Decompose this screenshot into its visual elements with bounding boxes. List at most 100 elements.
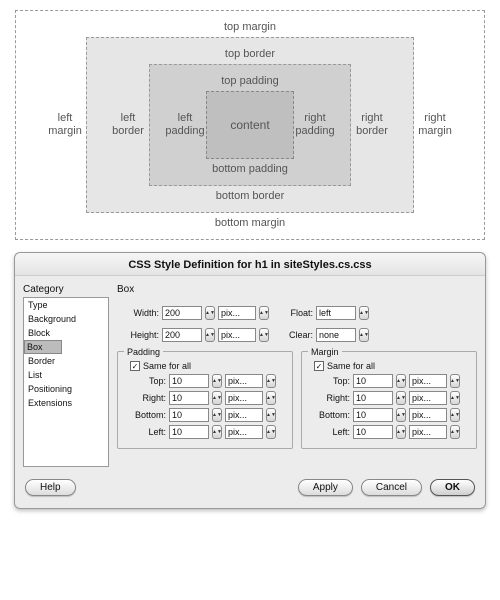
cat-item-background[interactable]: Background — [24, 312, 108, 326]
mar-top-input[interactable]: 10 — [353, 374, 393, 388]
mar-top-label: Top: — [308, 376, 350, 386]
margin-fieldset: Margin ✓ Same for all Top:10▲▼pix...▲▼ R… — [301, 351, 477, 449]
mar-right-label: Right: — [308, 393, 350, 403]
cancel-button[interactable]: Cancel — [361, 479, 422, 496]
label-left-padding: left padding — [164, 112, 206, 138]
mar-left-unit[interactable]: pix... — [409, 425, 447, 439]
pad-bottom-input[interactable]: 10 — [169, 408, 209, 422]
pad-left-label: Left: — [124, 427, 166, 437]
width-input[interactable]: 200 — [162, 306, 202, 320]
dialog-title: CSS Style Definition for h1 in siteStyle… — [15, 253, 485, 276]
label-right-padding: right padding — [294, 112, 336, 138]
cat-item-list[interactable]: List — [24, 368, 108, 382]
margin-same-checkbox[interactable]: ✓ — [314, 361, 324, 371]
label-top-border: top border — [107, 44, 393, 64]
mar-right-unit-icon[interactable]: ▲▼ — [450, 391, 460, 405]
pad-right-label: Right: — [124, 393, 166, 403]
padding-box: top padding left padding content right p… — [149, 64, 351, 186]
pad-bottom-unit-icon[interactable]: ▲▼ — [266, 408, 276, 422]
width-unit-icon[interactable]: ▲▼ — [259, 306, 269, 320]
label-top-margin: top margin — [44, 17, 456, 37]
mar-left-label: Left: — [308, 427, 350, 437]
label-left-border: left border — [107, 112, 149, 138]
height-input[interactable]: 200 — [162, 328, 202, 342]
pad-top-input[interactable]: 10 — [169, 374, 209, 388]
category-wrap: Category Type Background Block Box Borde… — [23, 284, 109, 467]
mar-left-stepper[interactable]: ▲▼ — [396, 425, 406, 439]
height-stepper[interactable]: ▲▼ — [205, 328, 215, 342]
pad-top-unit[interactable]: pix... — [225, 374, 263, 388]
cat-item-box[interactable]: Box — [24, 340, 62, 354]
clear-label: Clear: — [283, 330, 313, 340]
width-unit-select[interactable]: pix... — [218, 306, 256, 320]
border-box: top border left border top padding left … — [86, 37, 414, 213]
padding-fieldset: Padding ✓ Same for all Top:10▲▼pix...▲▼ … — [117, 351, 293, 449]
height-unit-icon[interactable]: ▲▼ — [259, 328, 269, 342]
pad-top-label: Top: — [124, 376, 166, 386]
cat-item-extensions[interactable]: Extensions — [24, 396, 108, 410]
pad-left-stepper[interactable]: ▲▼ — [212, 425, 222, 439]
mar-bottom-stepper[interactable]: ▲▼ — [396, 408, 406, 422]
pad-right-input[interactable]: 10 — [169, 391, 209, 405]
pad-top-unit-icon[interactable]: ▲▼ — [266, 374, 276, 388]
float-icon[interactable]: ▲▼ — [359, 306, 369, 320]
category-heading: Category — [23, 284, 109, 295]
category-list[interactable]: Type Background Block Box Border List Po… — [23, 297, 109, 467]
dialog-buttons: Help Apply Cancel OK — [15, 475, 485, 508]
cat-item-block[interactable]: Block — [24, 326, 108, 340]
pad-bottom-stepper[interactable]: ▲▼ — [212, 408, 222, 422]
mar-top-unit[interactable]: pix... — [409, 374, 447, 388]
pad-right-unit-icon[interactable]: ▲▼ — [266, 391, 276, 405]
padding-legend: Padding — [124, 347, 163, 357]
help-button[interactable]: Help — [25, 479, 76, 496]
label-top-padding: top padding — [164, 71, 336, 91]
pad-bottom-unit[interactable]: pix... — [225, 408, 263, 422]
mar-bottom-label: Bottom: — [308, 410, 350, 420]
label-bottom-border: bottom border — [107, 186, 393, 206]
clear-select[interactable]: none — [316, 328, 356, 342]
pad-left-unit[interactable]: pix... — [225, 425, 263, 439]
height-label: Height: — [117, 330, 159, 340]
margin-same-label: Same for all — [327, 361, 375, 371]
box-model-diagram: top margin left margin top border left b… — [15, 10, 485, 240]
apply-button[interactable]: Apply — [298, 479, 353, 496]
padding-same-label: Same for all — [143, 361, 191, 371]
pad-left-input[interactable]: 10 — [169, 425, 209, 439]
mar-left-input[interactable]: 10 — [353, 425, 393, 439]
mar-bottom-input[interactable]: 10 — [353, 408, 393, 422]
clear-icon[interactable]: ▲▼ — [359, 328, 369, 342]
box-panel: Box Width: 200 ▲▼ pix... ▲▼ Height: 200 … — [117, 284, 477, 467]
float-select[interactable]: left — [316, 306, 356, 320]
pad-right-unit[interactable]: pix... — [225, 391, 263, 405]
pad-bottom-label: Bottom: — [124, 410, 166, 420]
pad-top-stepper[interactable]: ▲▼ — [212, 374, 222, 388]
ok-button[interactable]: OK — [430, 479, 475, 496]
label-bottom-margin: bottom margin — [44, 213, 456, 233]
cat-item-positioning[interactable]: Positioning — [24, 382, 108, 396]
padding-same-checkbox[interactable]: ✓ — [130, 361, 140, 371]
mar-right-stepper[interactable]: ▲▼ — [396, 391, 406, 405]
cat-item-border[interactable]: Border — [24, 354, 108, 368]
mar-bottom-unit[interactable]: pix... — [409, 408, 447, 422]
label-right-border: right border — [351, 112, 393, 138]
pad-right-stepper[interactable]: ▲▼ — [212, 391, 222, 405]
label-right-margin: right margin — [414, 112, 456, 138]
cat-item-type[interactable]: Type — [24, 298, 108, 312]
height-unit-select[interactable]: pix... — [218, 328, 256, 342]
margin-box: top margin left margin top border left b… — [15, 10, 485, 240]
label-left-margin: left margin — [44, 112, 86, 138]
mar-top-stepper[interactable]: ▲▼ — [396, 374, 406, 388]
mar-right-unit[interactable]: pix... — [409, 391, 447, 405]
float-label: Float: — [283, 308, 313, 318]
pad-left-unit-icon[interactable]: ▲▼ — [266, 425, 276, 439]
mar-top-unit-icon[interactable]: ▲▼ — [450, 374, 460, 388]
css-style-dialog: CSS Style Definition for h1 in siteStyle… — [14, 252, 486, 509]
width-label: Width: — [117, 308, 159, 318]
width-stepper[interactable]: ▲▼ — [205, 306, 215, 320]
label-bottom-padding: bottom padding — [164, 159, 336, 179]
mar-bottom-unit-icon[interactable]: ▲▼ — [450, 408, 460, 422]
content-box: content — [206, 91, 294, 159]
margin-legend: Margin — [308, 347, 342, 357]
mar-right-input[interactable]: 10 — [353, 391, 393, 405]
mar-left-unit-icon[interactable]: ▲▼ — [450, 425, 460, 439]
